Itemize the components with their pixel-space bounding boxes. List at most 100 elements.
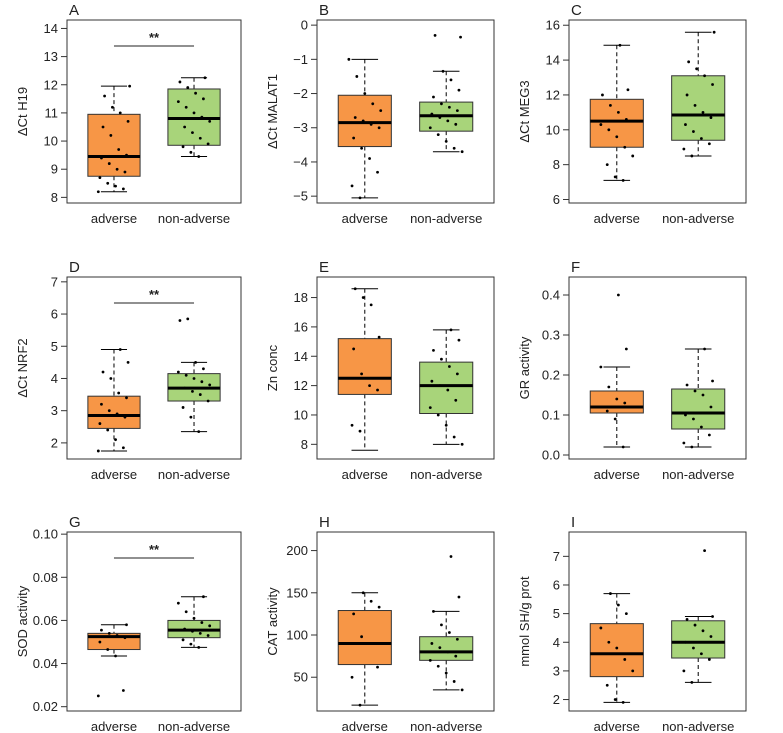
data-point: [184, 610, 188, 614]
data-point: [100, 628, 103, 632]
data-point: [693, 623, 697, 627]
data-point: [358, 429, 362, 433]
data-point: [699, 652, 703, 656]
data-point: [438, 646, 442, 650]
significance-label-g: **: [149, 542, 160, 557]
data-point: [712, 30, 716, 34]
data-point: [114, 654, 117, 658]
y-tick-label-d: 7: [51, 274, 58, 289]
data-point: [194, 360, 197, 364]
y-tick-label-b: −5: [293, 189, 308, 204]
y-tick-label-c: 16: [546, 18, 560, 33]
data-point: [623, 145, 627, 149]
data-point: [455, 637, 459, 641]
y-tick-label-d: 3: [51, 403, 58, 418]
data-point: [202, 367, 205, 371]
data-point: [433, 33, 437, 37]
data-point: [121, 446, 125, 450]
data-point: [352, 347, 356, 351]
x-tick-label-g: non-adverse: [158, 719, 230, 733]
box-d-non-adverse: [167, 317, 221, 434]
data-point: [100, 156, 103, 160]
box-i-adverse: [589, 592, 644, 704]
data-point: [368, 157, 371, 160]
data-point: [440, 102, 443, 106]
data-point: [358, 703, 362, 707]
data-point: [109, 134, 113, 137]
data-point: [709, 116, 713, 119]
data-point: [198, 393, 202, 396]
y-tick-label-i: 7: [553, 549, 560, 564]
data-point: [181, 406, 185, 409]
data-point: [191, 131, 194, 135]
box-e-non-adverse: [419, 328, 474, 446]
data-point: [613, 175, 617, 179]
data-point: [107, 631, 111, 635]
data-point: [428, 406, 432, 410]
data-point: [197, 645, 201, 649]
data-point: [440, 357, 443, 361]
iqr-box: [337, 94, 392, 148]
box-c-adverse: [589, 43, 644, 182]
x-tick-label-i: non-adverse: [662, 719, 734, 733]
y-axis-label-d: ΔCt NRF2: [15, 338, 30, 397]
data-point: [115, 412, 119, 416]
data-point: [621, 445, 625, 449]
plot-frame-f: [568, 276, 747, 460]
data-point: [616, 293, 620, 297]
data-point: [618, 43, 622, 47]
data-point: [699, 425, 703, 429]
data-point: [117, 391, 121, 395]
y-tick-label-i: 6: [553, 577, 560, 592]
iqr-box: [419, 636, 474, 661]
data-point: [191, 389, 194, 393]
iqr-box: [337, 338, 392, 395]
data-point: [616, 110, 620, 114]
y-tick-label-a: 11: [45, 105, 59, 120]
iqr-box: [337, 610, 392, 666]
data-point: [355, 75, 359, 78]
data-point: [711, 83, 714, 86]
data-point: [711, 615, 714, 618]
data-point: [455, 372, 459, 376]
box-g-adverse: [87, 623, 141, 698]
data-point: [449, 555, 453, 558]
y-tick-label-c: 14: [546, 53, 560, 68]
data-point: [194, 91, 197, 95]
panel-c: C 6 8 10 12 14 16 ΔCt MEG3 adverse non-adverse: [517, 2, 747, 226]
y-tick-label-c: 6: [553, 192, 560, 207]
data-point: [369, 303, 373, 307]
y-axis-label-f: GR activity: [517, 336, 532, 399]
data-point: [101, 125, 105, 129]
data-point: [361, 119, 365, 123]
data-point: [624, 117, 628, 121]
y-tick-label-c: 12: [546, 87, 560, 102]
data-point: [376, 388, 379, 392]
data-point: [452, 146, 456, 150]
data-point: [123, 170, 127, 174]
y-tick-label-d: 5: [51, 339, 58, 354]
plot-frame-e: [316, 276, 495, 460]
box-a-adverse: [87, 84, 141, 194]
y-tick-label-e: 16: [294, 319, 308, 334]
data-point: [123, 636, 127, 640]
x-tick-label-f: non-adverse: [662, 467, 734, 482]
data-point: [107, 409, 111, 413]
data-point: [200, 621, 204, 624]
data-point: [115, 167, 119, 171]
data-point: [457, 595, 461, 599]
data-point: [690, 680, 694, 684]
panel-g: G 0.02 0.04 0.06 0.08 0.10 SOD activity adverse…: [15, 514, 242, 733]
y-tick-label-g: 0.02: [33, 699, 58, 714]
data-point: [711, 379, 714, 383]
data-point: [361, 296, 365, 299]
data-point: [126, 360, 130, 364]
significance-label-d: **: [149, 287, 160, 302]
data-point: [615, 646, 619, 650]
y-tick-label-f: 0.1: [542, 408, 560, 423]
data-point: [377, 126, 381, 130]
iqr-box: [671, 620, 726, 659]
data-point: [189, 150, 193, 154]
y-tick-label-h: 100: [286, 628, 308, 643]
data-point: [438, 384, 442, 388]
